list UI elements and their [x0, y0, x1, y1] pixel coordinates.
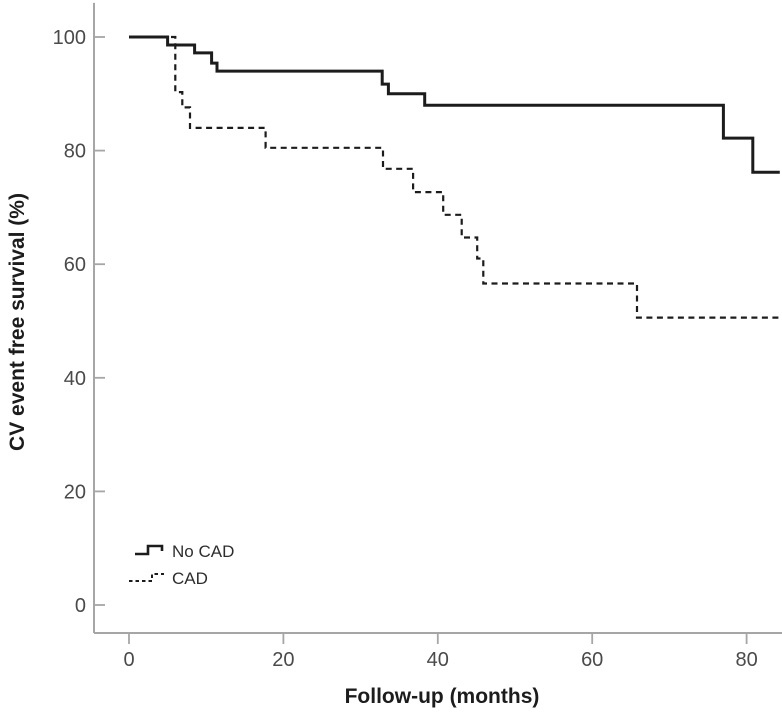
x-tick-label: 60: [581, 649, 603, 671]
x-tick-label: 80: [735, 649, 757, 671]
x-tick-label: 20: [272, 649, 294, 671]
y-axis-tick-labels: 0 20 40 60 80 100: [53, 27, 86, 617]
y-tick-label: 40: [64, 368, 86, 390]
y-tick-label: 20: [64, 481, 86, 503]
y-axis-title: CV event free survival (%): [6, 193, 29, 451]
legend-cad-label: CAD: [172, 569, 208, 588]
legend-cad-glyph: [129, 573, 164, 582]
y-tick-label: 0: [75, 595, 86, 617]
x-tick-label: 40: [427, 649, 449, 671]
y-tick-label: 100: [53, 27, 86, 49]
x-axis-title: Follow-up (months): [345, 685, 540, 708]
y-tick-label: 80: [64, 141, 86, 163]
legend: No CAD CAD: [129, 542, 234, 588]
legend-no-cad-glyph: [135, 544, 164, 556]
y-tick-label: 60: [64, 254, 86, 276]
x-axis-ticks: [128, 633, 748, 644]
series-cad-line: [129, 35, 782, 319]
y-axis: 0 20 40 60 80 100: [53, 2, 105, 633]
legend-no-cad-label: No CAD: [172, 542, 234, 561]
x-tick-label: 0: [123, 649, 134, 671]
y-axis-ticks: [94, 36, 105, 606]
series-no-cad-line: [129, 35, 780, 174]
x-axis: 0 20 40 60 80: [94, 632, 782, 671]
x-axis-tick-labels: 0 20 40 60 80: [123, 649, 757, 671]
